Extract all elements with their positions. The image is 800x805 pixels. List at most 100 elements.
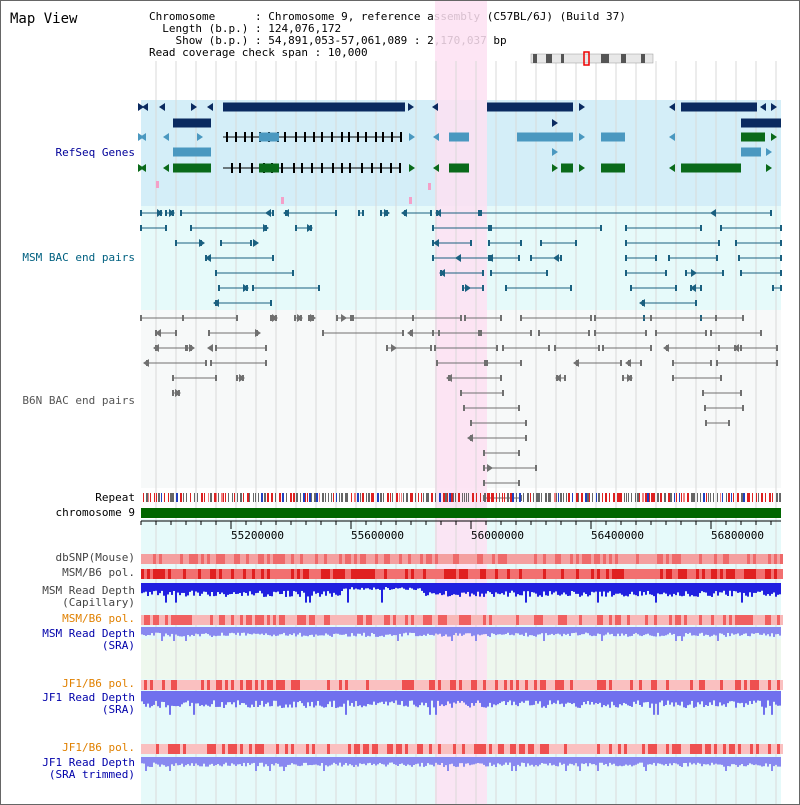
dbsnp-density-cell	[774, 554, 777, 564]
jf1-pol-cell	[717, 744, 720, 754]
jf1-trimmed-depth-bar	[265, 757, 267, 765]
msm-capillary-depth-bar	[421, 583, 423, 591]
jf1-sra-depth-bar	[619, 691, 621, 705]
msm-capillary-depth-bar	[353, 583, 355, 590]
jf1-trimmed-depth-bar	[779, 757, 781, 767]
msm-capillary-depth-bar	[235, 583, 237, 594]
dbsnp-density-cell	[168, 554, 171, 564]
track-label-msm-bac[interactable]: MSM BAC end pairs	[22, 251, 135, 264]
jf1-trimmed-depth-bar	[353, 757, 355, 767]
jf1-pol-cell	[627, 680, 630, 690]
jf1-trimmed-depth-bar	[491, 757, 493, 766]
msm-capillary-depth-bar	[729, 583, 731, 591]
msm-sra-depth-bar	[399, 627, 401, 634]
track-label-msm-depth-sra[interactable]: MSM Read Depth (SRA)	[42, 627, 135, 652]
jf1-pol-cell	[213, 744, 216, 754]
repeat-element	[190, 493, 191, 502]
gene-exon	[231, 163, 233, 173]
jf1-trimmed-depth-bar	[207, 757, 209, 767]
dbsnp-density-cell	[264, 554, 267, 564]
jf1-sra-depth-bar	[779, 691, 781, 706]
track-label-msm-depth-capillary[interactable]: MSM Read Depth (Capillary)	[42, 584, 135, 609]
jf1-pol-cell	[354, 744, 357, 754]
jf1-pol-cell	[216, 744, 219, 754]
msm-capillary-depth-bar	[645, 583, 647, 595]
jf1-pol-cell	[642, 744, 645, 754]
track-label-msm-b6-pol[interactable]: MSM/B6 pol.	[62, 566, 135, 579]
gene-block	[223, 102, 405, 112]
track-label-refseq[interactable]: RefSeq Genes	[55, 146, 135, 159]
jf1-pol-cell	[741, 680, 744, 690]
jf1-sra-depth-bar	[519, 691, 521, 703]
msm-pol-cell	[471, 569, 474, 579]
msm-pol-cell	[678, 615, 681, 625]
track-label-jf1-b6-pol-2[interactable]: JF1/B6 pol.	[62, 741, 135, 754]
msm-bac-end-tick	[546, 270, 548, 276]
repeat-element	[468, 493, 469, 502]
msm-sra-depth-bar	[699, 627, 701, 634]
jf1-pol-cell	[732, 680, 735, 690]
msm-capillary-depth-bar	[609, 583, 611, 592]
track-label-msm-b6-pol-2[interactable]: MSM/B6 pol.	[62, 612, 135, 625]
dbsnp-density-cell	[369, 554, 372, 564]
jf1-pol-cell	[264, 744, 267, 754]
track-label-dbsnp[interactable]: dbSNP(Mouse)	[55, 551, 135, 564]
jf1-sra-depth-bar	[743, 691, 745, 708]
jf1-trimmed-depth-bar	[603, 757, 605, 765]
jf1-sra-depth-bar	[381, 691, 383, 702]
dbsnp-density-cell	[744, 554, 747, 564]
dbsnp-density-cell	[708, 554, 711, 564]
msm-sra-depth-bar	[163, 627, 165, 637]
repeat-element	[214, 493, 216, 502]
msm-sra-depth-bar	[511, 627, 513, 635]
dbsnp-density-cell	[408, 554, 411, 564]
jf1-pol-cell	[258, 680, 261, 690]
track-label-jf1-depth-trimmed[interactable]: JF1 Read Depth (SRA trimmed)	[42, 756, 135, 781]
jf1-sra-depth-bar	[269, 691, 271, 707]
jf1-pol-cell	[483, 680, 486, 690]
track-label-jf1-b6-pol[interactable]: JF1/B6 pol.	[62, 677, 135, 690]
jf1-trimmed-depth-bar	[185, 757, 187, 766]
jf1-pol-cell	[207, 680, 210, 690]
gene-strand-icon	[286, 103, 292, 111]
dbsnp-density-cell	[258, 554, 261, 564]
jf1-trimmed-depth-bar	[725, 757, 727, 771]
repeat-element	[156, 493, 157, 502]
jf1-sra-depth-bar	[685, 691, 687, 708]
msm-sra-depth-bar	[589, 627, 591, 636]
dbsnp-density-cell	[699, 554, 702, 564]
jf1-pol-cell	[225, 680, 228, 690]
jf1-sra-depth-bar	[219, 691, 221, 707]
jf1-sra-depth-bar	[611, 691, 613, 702]
track-label-b6n-bac[interactable]: B6N BAC end pairs	[22, 394, 135, 407]
jf1-pol-cell	[738, 744, 741, 754]
gene-strand-icon	[159, 103, 165, 111]
dbsnp-density-cell	[573, 554, 576, 564]
msm-capillary-depth-bar	[391, 583, 393, 590]
repeat-element	[216, 493, 217, 502]
msm-pol-cell	[537, 569, 540, 579]
jf1-sra-depth-bar	[671, 691, 673, 703]
msm-capillary-depth-bar	[743, 583, 745, 593]
msm-capillary-depth-bar	[737, 583, 739, 593]
dbsnp-density-cell	[615, 554, 618, 564]
jf1-sra-depth-bar	[527, 691, 529, 701]
track-label-repeat[interactable]: Repeat	[95, 491, 135, 504]
msm-bac-end-tick	[175, 240, 177, 246]
msm-capillary-depth-bar	[559, 583, 561, 596]
msm-pol-cell	[693, 569, 696, 579]
msm-capillary-depth-bar	[149, 583, 151, 592]
jf1-pol-cell	[432, 680, 435, 690]
msm-pol-cell	[501, 615, 504, 625]
msm-pol-cell	[717, 615, 720, 625]
msm-sra-depth-bar	[395, 627, 397, 636]
msm-pol-cell	[330, 569, 333, 579]
msm-capillary-depth-bar	[309, 583, 311, 603]
jf1-pol-cell	[162, 744, 165, 754]
msm-sra-depth-bar	[385, 627, 387, 635]
track-label-jf1-depth-sra[interactable]: JF1 Read Depth (SRA)	[42, 691, 135, 716]
dbsnp-density-cell	[186, 554, 189, 564]
jf1-pol-cell	[438, 680, 441, 690]
repeat-element	[489, 493, 490, 502]
msm-pol-cell	[405, 569, 408, 579]
